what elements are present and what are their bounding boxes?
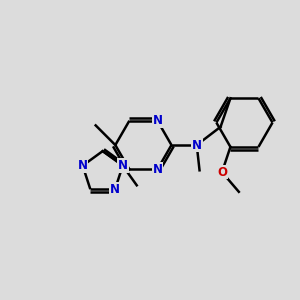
Text: N: N — [110, 183, 120, 196]
Text: N: N — [192, 139, 202, 152]
Text: N: N — [152, 114, 162, 127]
Text: N: N — [78, 159, 88, 172]
Text: N: N — [152, 163, 162, 176]
Text: O: O — [217, 166, 227, 179]
Text: N: N — [118, 159, 128, 172]
